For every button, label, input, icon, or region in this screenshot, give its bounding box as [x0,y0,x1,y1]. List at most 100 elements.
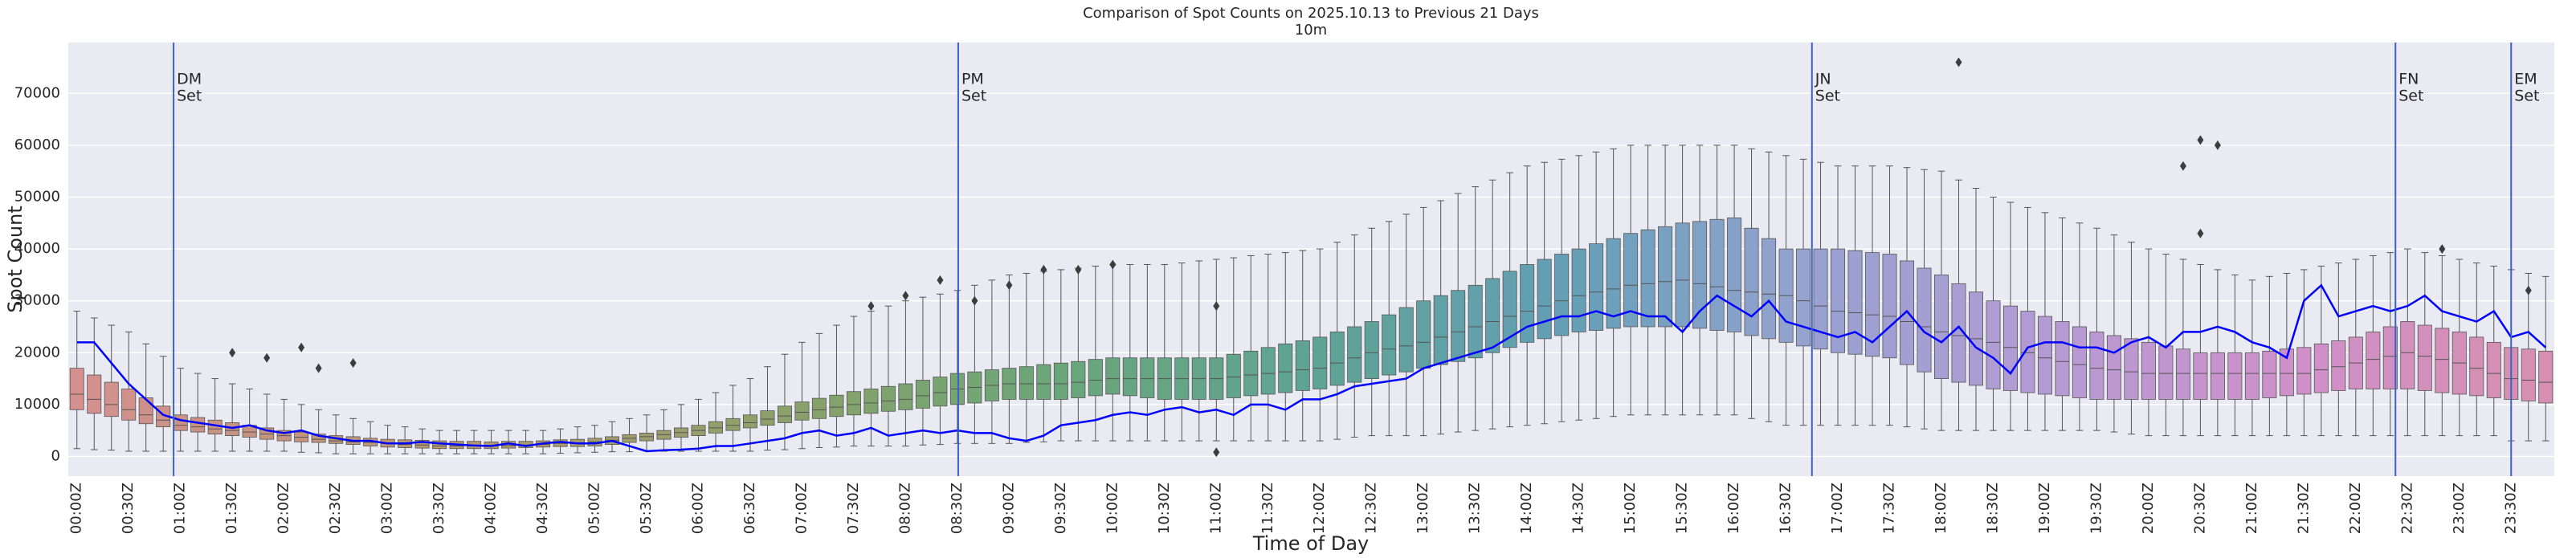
box [1571,248,1586,332]
box [2486,341,2501,398]
box [794,401,810,421]
event-label: PM [961,71,984,88]
box [138,397,153,425]
box [1226,353,1241,398]
outlier [902,291,909,301]
x-tick-label: 17:30Z [1881,483,1898,534]
event-label: Set [961,88,986,105]
box [1813,248,1828,350]
x-tick-label: 04:30Z [534,483,551,534]
x-tick-label: 08:30Z [949,483,965,534]
box [1589,243,1604,331]
x-tick-label: 14:00Z [1518,483,1535,534]
box [1468,284,1483,359]
box [1675,222,1690,328]
box [1122,357,1137,397]
x-tick-label: 04:00Z [483,483,500,534]
box [1917,267,1932,373]
event-label: Set [1815,88,1840,105]
outlier [229,348,236,358]
box [933,377,948,407]
x-tick-label: 03:00Z [379,483,396,534]
box [2210,352,2225,400]
box [1088,359,1103,397]
box [1882,254,1897,359]
box [1847,250,1863,355]
event-label: DM [177,71,202,88]
outlier [2525,285,2532,295]
box [1295,340,1310,391]
x-tick-label: 19:00Z [2036,483,2053,534]
x-tick-label: 06:00Z [689,483,706,534]
chart-subtitle: 10m [1295,22,1327,39]
x-tick-label: 23:00Z [2451,483,2468,534]
x-tick-label: 22:00Z [2347,483,2364,534]
box [2469,336,2484,397]
box [1831,248,1846,353]
box [190,417,206,433]
outlier [2439,244,2446,255]
box [1364,321,1379,379]
box [1986,300,2001,389]
box [880,385,896,412]
box [207,419,222,435]
plot-area [68,43,2554,476]
box [1019,366,1034,400]
outlier [2197,228,2204,238]
event-label: Set [2514,88,2539,105]
box [2002,305,2018,391]
box [1520,264,1535,343]
box [2175,348,2190,400]
box [1036,364,1051,400]
x-tick-label: 08:00Z [896,483,913,534]
x-tick-label: 10:00Z [1104,483,1121,534]
outlier [2197,135,2204,145]
box [311,434,326,443]
box [898,383,913,410]
y-tick-label: 0 [51,447,60,464]
y-tick-label: 10000 [14,396,60,413]
outlier [1109,259,1117,270]
y-tick-label: 60000 [14,136,60,153]
x-axis-label: Time of Day [1252,532,1370,555]
box [2020,311,2035,393]
box [2072,326,2087,398]
box [2382,326,2398,389]
x-tick-label: 19:30Z [2088,483,2104,534]
box [2279,348,2294,397]
outlier [1213,301,1220,312]
outlier [1075,264,1082,275]
box [915,380,930,409]
box [1140,357,1155,398]
y-tick-label: 20000 [14,344,60,360]
box [1727,217,1742,332]
box [1606,238,1621,329]
outlier [349,358,357,369]
x-tick-label: 13:30Z [1467,483,1484,534]
event-label: FN [2398,71,2419,88]
box [2366,332,2381,389]
box [1865,252,1880,357]
x-tick-label: 01:30Z [223,483,240,534]
box [725,417,741,431]
box [2227,352,2243,400]
box [2089,332,2104,400]
box [2141,341,2156,400]
y-tick-label: 50000 [14,188,60,205]
box [1640,229,1655,328]
x-tick-label: 05:30Z [638,483,655,534]
x-tick-label: 15:00Z [1622,483,1639,534]
event-label: JN [1815,71,1831,88]
box [2313,343,2329,393]
y-tick-label: 40000 [14,240,60,257]
x-tick-label: 02:30Z [327,483,344,534]
box [829,394,844,417]
box [2158,345,2174,400]
x-tick-label: 01:00Z [172,483,189,534]
box [1382,314,1397,376]
box [1398,307,1414,373]
x-tick-label: 17:00Z [1829,483,1846,534]
x-tick-label: 05:00Z [586,483,603,534]
box [2417,324,2432,391]
